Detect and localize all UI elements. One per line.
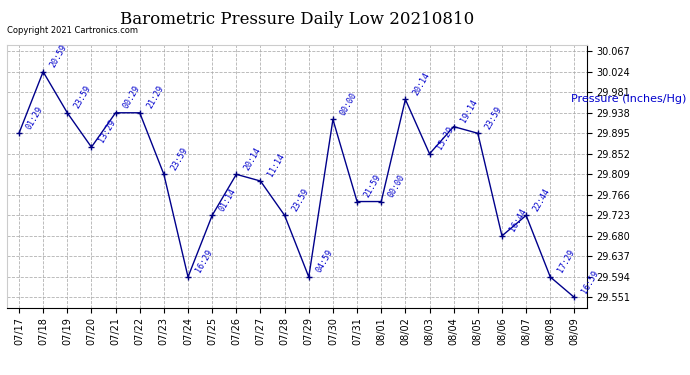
Text: 20:14: 20:14 <box>411 70 431 97</box>
Text: 22:44: 22:44 <box>532 186 552 213</box>
Text: Pressure (Inches/Hg): Pressure (Inches/Hg) <box>571 94 687 104</box>
Text: 16:59: 16:59 <box>580 268 600 295</box>
Text: 01:14: 01:14 <box>218 186 238 213</box>
Text: 21:59: 21:59 <box>363 172 383 199</box>
Text: 17:29: 17:29 <box>556 248 576 274</box>
Text: 23:59: 23:59 <box>73 84 93 110</box>
Text: Barometric Pressure Daily Low 20210810: Barometric Pressure Daily Low 20210810 <box>119 11 474 28</box>
Text: 00:00: 00:00 <box>339 90 359 117</box>
Text: Copyright 2021 Cartronics.com: Copyright 2021 Cartronics.com <box>7 26 138 35</box>
Text: 00:29: 00:29 <box>121 84 141 110</box>
Text: 20:14: 20:14 <box>242 146 262 172</box>
Text: 19:14: 19:14 <box>460 98 480 124</box>
Text: 21:29: 21:29 <box>146 84 166 110</box>
Text: 23:59: 23:59 <box>290 186 310 213</box>
Text: 16:29: 16:29 <box>194 248 214 274</box>
Text: 20:59: 20:59 <box>49 43 69 69</box>
Text: 23:59: 23:59 <box>170 146 190 172</box>
Text: 16:44: 16:44 <box>508 207 528 233</box>
Text: 13:29: 13:29 <box>97 118 117 144</box>
Text: 15:29: 15:29 <box>435 125 455 151</box>
Text: 04:59: 04:59 <box>315 248 335 274</box>
Text: 23:59: 23:59 <box>484 104 504 130</box>
Text: 11:14: 11:14 <box>266 152 286 178</box>
Text: 01:29: 01:29 <box>25 104 45 130</box>
Text: 00:00: 00:00 <box>387 172 407 199</box>
